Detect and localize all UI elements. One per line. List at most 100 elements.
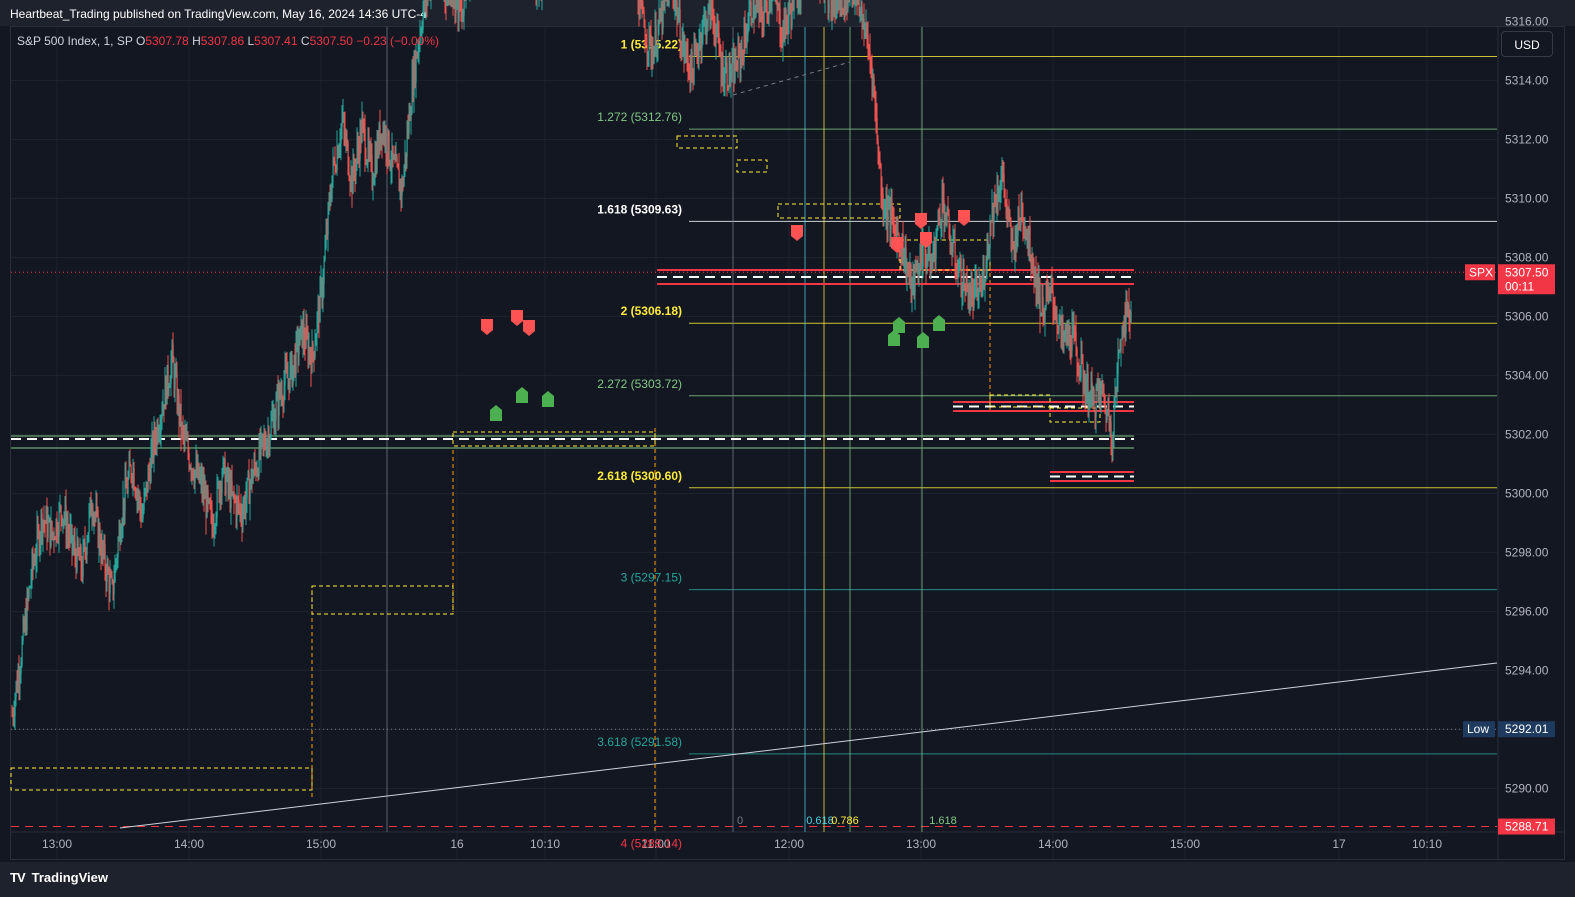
candle-body [890, 203, 892, 230]
candle-body [13, 716, 15, 718]
candle-body [20, 664, 22, 674]
candle-body [126, 488, 128, 493]
candle-body [317, 304, 319, 317]
candle-body [682, 37, 684, 45]
candle-body [983, 270, 985, 287]
candle-body [120, 534, 122, 544]
candle-body [172, 344, 174, 363]
candle-body [1052, 291, 1054, 308]
candle-body [231, 481, 233, 494]
candle-body [459, 0, 461, 10]
candle-body [253, 461, 255, 474]
candle-body [1109, 422, 1111, 429]
candle-body [22, 622, 24, 641]
candle-body [373, 178, 375, 184]
candle-body [1130, 311, 1132, 322]
candle-body [1088, 406, 1090, 408]
tradingview-logo[interactable]: TV TradingView [10, 870, 108, 885]
candle-body [14, 697, 16, 717]
candle-body [379, 125, 381, 148]
candle-body [783, 23, 785, 40]
candle-body [50, 521, 52, 547]
candle-body [401, 182, 403, 196]
order-block-8 [989, 394, 1051, 408]
candle-body [313, 351, 315, 358]
candle-body [872, 77, 874, 86]
price-tick-label: 5298.00 [1505, 546, 1549, 560]
candle-body [389, 162, 391, 168]
candle-body [53, 532, 55, 540]
candle-body [60, 505, 62, 516]
candle-body [975, 277, 977, 280]
candle-body [346, 138, 348, 142]
candle-body [47, 522, 49, 539]
candle-body [960, 258, 962, 295]
candle-body [1090, 381, 1092, 392]
candle-body [105, 570, 107, 583]
candle-body [1055, 314, 1057, 317]
candle-body [744, 25, 746, 37]
legend-change: −0.23 (−0.00%) [356, 34, 440, 48]
candle-body [16, 682, 18, 691]
candle-body [658, 9, 660, 26]
candle-body [1031, 264, 1033, 268]
time-tick-label: 14:00 [174, 837, 204, 851]
candle-body [943, 199, 945, 225]
candle-body [57, 535, 59, 537]
candle-body [673, 0, 675, 6]
price-axis[interactable] [1498, 27, 1564, 859]
candle-body [989, 220, 991, 249]
candle-body [174, 373, 176, 389]
candle-body [395, 157, 397, 162]
candle-body [206, 489, 208, 518]
candle-body [69, 528, 71, 539]
candle-body [98, 528, 100, 546]
candle-body [54, 539, 56, 541]
candle-body [683, 37, 685, 57]
candle-body [43, 520, 45, 523]
last-price-tag[interactable] [1498, 264, 1555, 295]
candle-body [84, 541, 86, 550]
candle-body [412, 73, 414, 97]
price-tick-label: 5314.00 [1505, 74, 1549, 88]
candle-body [265, 446, 267, 453]
candle-body [416, 52, 418, 58]
candle-body [946, 206, 948, 226]
candle-body [662, 0, 664, 29]
candle-body [451, 0, 453, 2]
candle-body [1118, 350, 1120, 354]
candle-body [1089, 391, 1091, 407]
candle-body [713, 16, 715, 33]
candle-body [688, 69, 690, 71]
candle-body [797, 2, 799, 7]
candle-body [1080, 354, 1082, 378]
candle-body [1110, 422, 1112, 446]
candle-body [115, 560, 117, 565]
candle-body [1054, 308, 1056, 317]
candle-body [1000, 178, 1002, 193]
time-tick-label: 16 [450, 837, 464, 851]
candle-body [836, 0, 838, 5]
candle-body [406, 131, 408, 157]
candle-body [1093, 389, 1095, 412]
candle-body [646, 44, 648, 53]
currency-button[interactable]: USD [1501, 31, 1553, 57]
candle-body [159, 432, 161, 434]
time-fib-label: 0 [737, 815, 743, 827]
candle-body [912, 271, 914, 282]
candle-body [1066, 325, 1068, 341]
candle-body [25, 614, 27, 632]
candle-body [318, 304, 320, 323]
candle-body [677, 18, 679, 23]
candle-body [1046, 291, 1048, 293]
candle-body [1017, 207, 1019, 237]
candle-body [27, 594, 29, 598]
candle-body [924, 243, 926, 258]
candle-body [764, 0, 766, 12]
candle-body [243, 499, 245, 512]
candle-body [260, 434, 262, 456]
candle-body [1105, 409, 1107, 420]
candle-body [929, 242, 931, 272]
candle-body [103, 544, 105, 554]
